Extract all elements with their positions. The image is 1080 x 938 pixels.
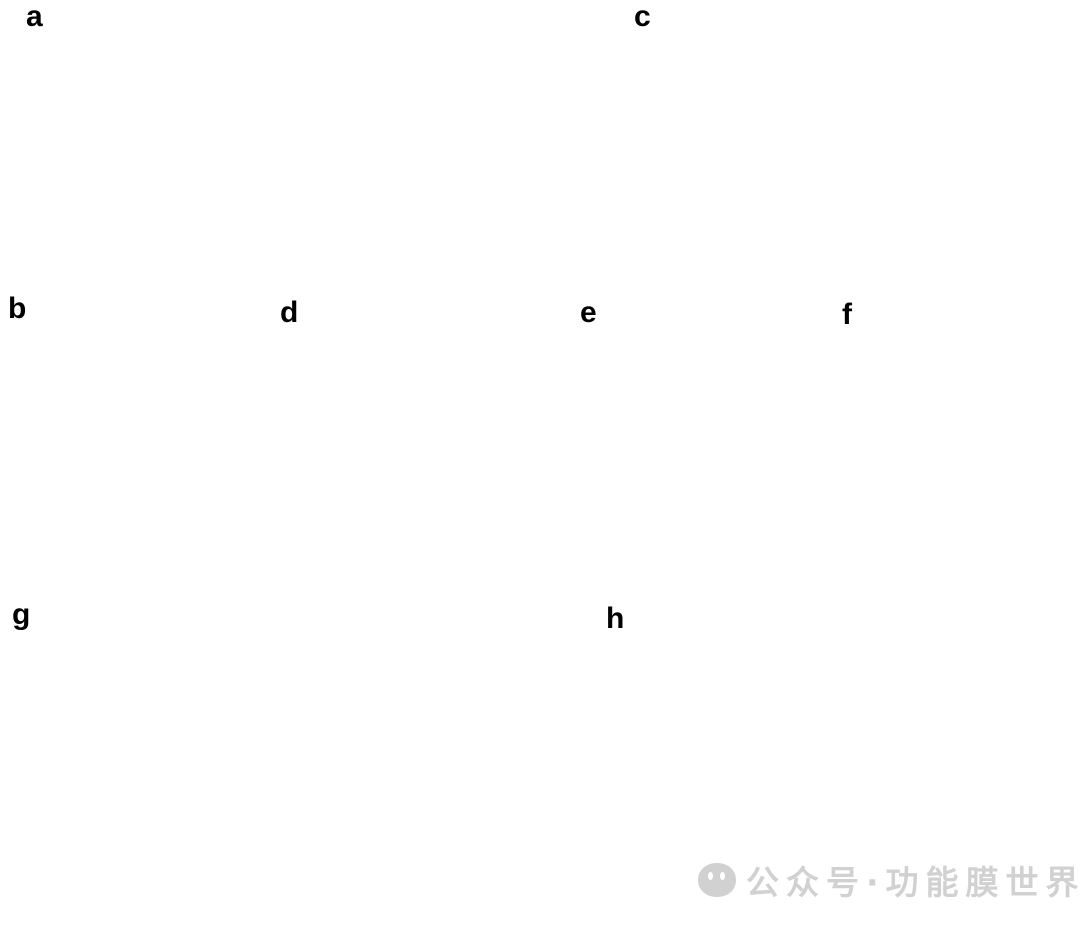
panel-letter-e: e [580, 296, 597, 329]
panel-letter-d: d [280, 296, 299, 329]
panel-d-adhesion [280, 292, 580, 595]
panel-letter-a: a [26, 0, 43, 33]
panel-c-rheology [645, 0, 1080, 292]
panel-a-force-displacement [0, 0, 645, 292]
panel-letter-g: g [12, 598, 31, 631]
panel-h-2dcos [558, 595, 1080, 938]
panel-f-tensile [832, 292, 1080, 595]
panel-letter-b: b [8, 292, 27, 325]
panel-letter-f: f [842, 298, 852, 331]
panel-letter-h: h [606, 602, 625, 635]
panel-b-flexural [0, 292, 280, 595]
panel-letter-c: c [634, 0, 651, 33]
panel-e-xps [580, 292, 832, 595]
panel-g-ftir [0, 595, 558, 938]
